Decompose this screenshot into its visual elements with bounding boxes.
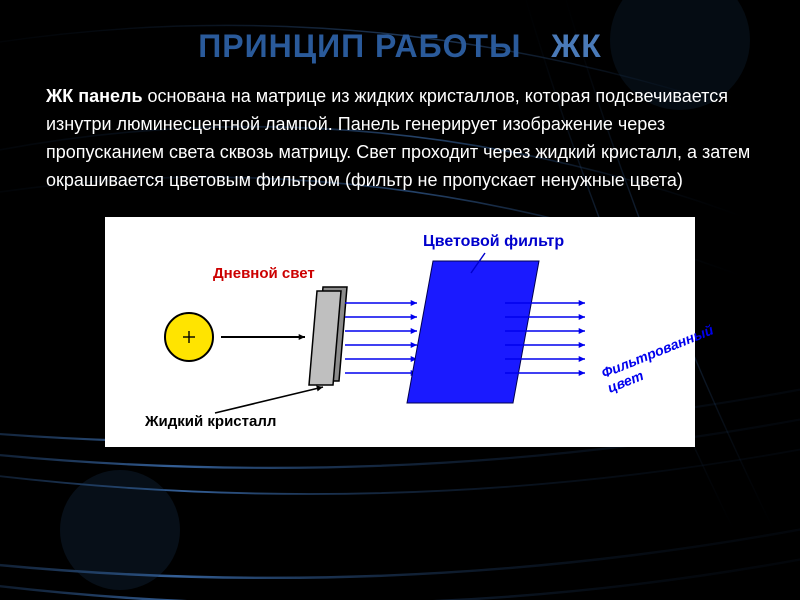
label-colorfilter: Цветовой фильтр [423, 233, 564, 251]
label-daylight: Дневной свет [213, 265, 315, 282]
paragraph-rest: основана на матрице из жидких кристаллов… [46, 86, 750, 190]
label-crystal: Жидкий кристалл [145, 413, 276, 430]
paragraph-bold: ЖК панель [46, 86, 143, 106]
title-accent: ЖК [551, 28, 601, 64]
description-paragraph: ЖК панель основана на матрице из жидких … [46, 83, 754, 195]
lcd-diagram: Дневной свет Цветовой фильтр Жидкий крис… [105, 217, 695, 447]
title-main: ПРИНЦИП РАБОТЫ [198, 28, 521, 64]
slide-title: ПРИНЦИП РАБОТЫ ЖК [46, 28, 754, 65]
